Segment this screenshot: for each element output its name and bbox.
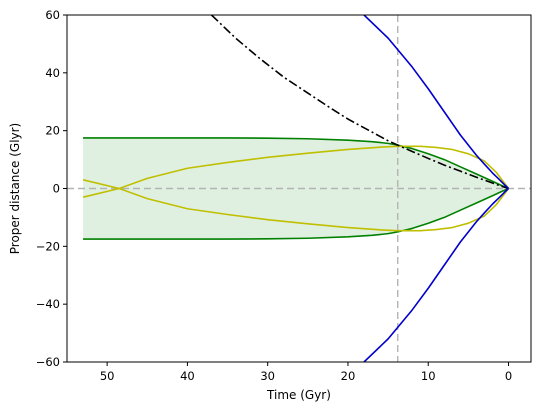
y-tick-label: 60 xyxy=(45,8,60,22)
y-tick-label: −20 xyxy=(36,239,60,253)
x-tick-label: 50 xyxy=(100,369,115,383)
x-tick-label: 20 xyxy=(341,369,356,383)
series-line-5 xyxy=(210,15,509,190)
filled-region xyxy=(83,137,509,240)
x-tick-label: 0 xyxy=(505,369,512,383)
x-axis-label: Time (Gyr) xyxy=(266,388,331,402)
y-tick-label: −60 xyxy=(36,355,60,369)
series-line-7 xyxy=(363,187,510,362)
series-line-1 xyxy=(83,137,509,190)
x-tick-label: 30 xyxy=(260,369,275,383)
y-tick-label: 40 xyxy=(45,66,60,80)
y-axis-label: Proper distance (Glyr) xyxy=(8,123,22,254)
y-tick-label: −40 xyxy=(36,297,60,311)
series-line-6 xyxy=(363,15,510,190)
series-line-3 xyxy=(82,145,510,198)
series-layer xyxy=(82,15,510,362)
x-tick-label: 10 xyxy=(421,369,436,383)
y-tick-label: 0 xyxy=(53,182,60,196)
filled-region-layer xyxy=(83,137,509,240)
series-line-4 xyxy=(82,179,510,232)
y-tick-label: 20 xyxy=(45,124,60,138)
reference-lines-layer xyxy=(67,15,531,362)
y-axis-ticks: −60 −40 −20 0 20 40 60 xyxy=(36,8,67,369)
x-axis-ticks: 50 40 30 20 10 0 xyxy=(100,362,512,383)
series-line-2 xyxy=(83,187,509,240)
x-tick-label: 40 xyxy=(180,369,195,383)
